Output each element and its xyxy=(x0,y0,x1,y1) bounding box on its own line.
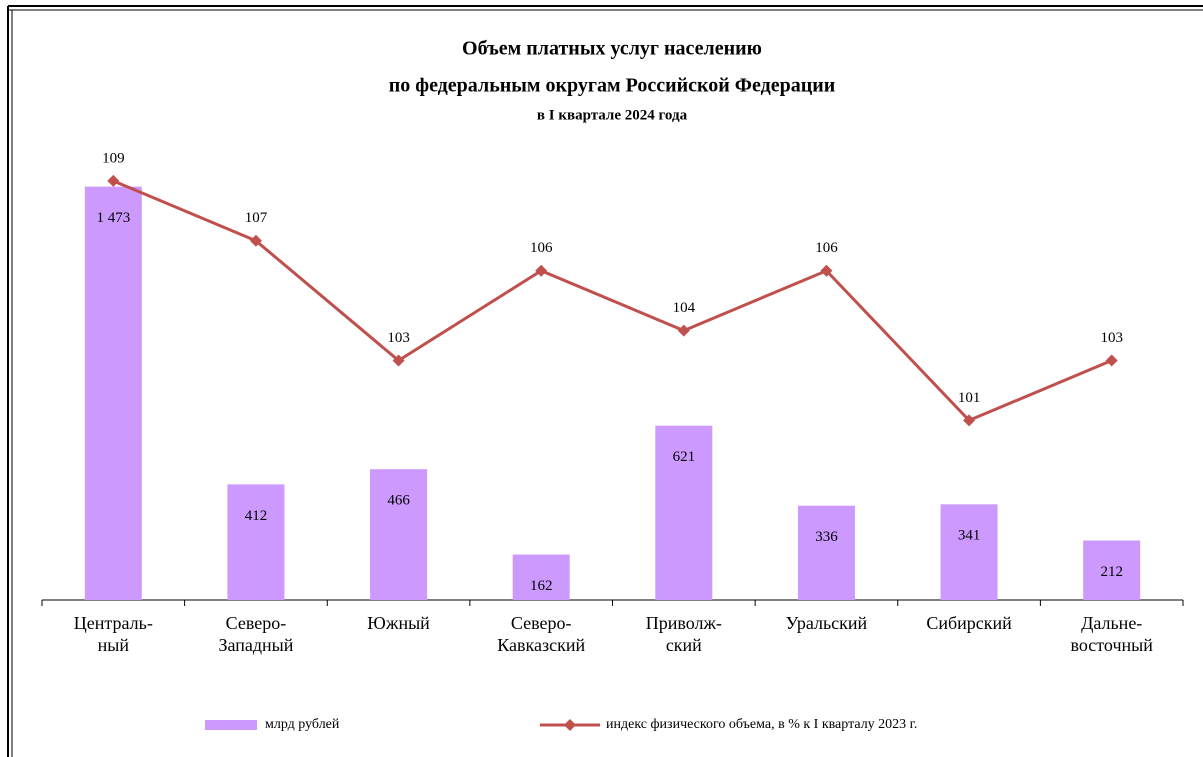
marker xyxy=(820,264,833,277)
bar-label: 1 473 xyxy=(96,210,130,226)
marker xyxy=(392,354,405,367)
bar-label: 212 xyxy=(1100,564,1123,580)
line-label: 109 xyxy=(102,150,125,166)
x-tick-label: Северо- Западный xyxy=(218,613,294,655)
bar xyxy=(940,504,998,600)
line-label: 101 xyxy=(958,390,981,406)
bar xyxy=(512,554,570,600)
line-label: 104 xyxy=(673,300,696,316)
chart-subtitle: в I квартале 2024 года xyxy=(537,107,688,123)
line-label: 106 xyxy=(530,240,553,256)
marker xyxy=(1105,354,1118,367)
bar-label: 621 xyxy=(673,449,696,465)
x-tick-label: Централь- ный xyxy=(73,613,153,655)
marker xyxy=(107,174,120,187)
legend-swatch xyxy=(205,720,257,730)
bar-label: 162 xyxy=(530,578,553,594)
bar-label: 336 xyxy=(815,529,838,545)
line xyxy=(112,179,1113,423)
x-tick-label: Сибирский xyxy=(926,613,1012,633)
bar xyxy=(84,186,142,600)
marker xyxy=(535,264,548,277)
bar xyxy=(1083,540,1141,600)
marker xyxy=(249,234,262,247)
line-label: 106 xyxy=(815,240,838,256)
marker xyxy=(677,324,690,337)
marker xyxy=(963,414,976,427)
x-tick-label: Приволж- ский xyxy=(645,613,722,655)
legend-marker xyxy=(564,719,576,731)
bar-label: 466 xyxy=(387,493,410,509)
bar xyxy=(370,469,428,600)
bar-label: 341 xyxy=(958,528,981,544)
x-tick-label: Северо- Кавказский xyxy=(497,613,586,655)
legend-label: индекс физического объема, в % к I кварт… xyxy=(606,717,917,732)
bar-label: 412 xyxy=(245,508,268,524)
line-label: 103 xyxy=(1100,330,1123,346)
bar xyxy=(655,425,713,600)
bar xyxy=(797,505,855,600)
x-tick-label: Дальне- восточный xyxy=(1070,613,1153,655)
chart-title: по федеральным округам Российской Федера… xyxy=(389,75,836,97)
bar xyxy=(227,484,285,600)
x-tick-label: Уральский xyxy=(785,613,868,633)
line-label: 103 xyxy=(387,330,410,346)
legend-label: млрд рублей xyxy=(265,717,340,732)
line-label: 107 xyxy=(245,210,268,226)
x-tick-label: Южный xyxy=(367,613,430,633)
chart-title: Объем платных услуг населению xyxy=(462,38,762,60)
